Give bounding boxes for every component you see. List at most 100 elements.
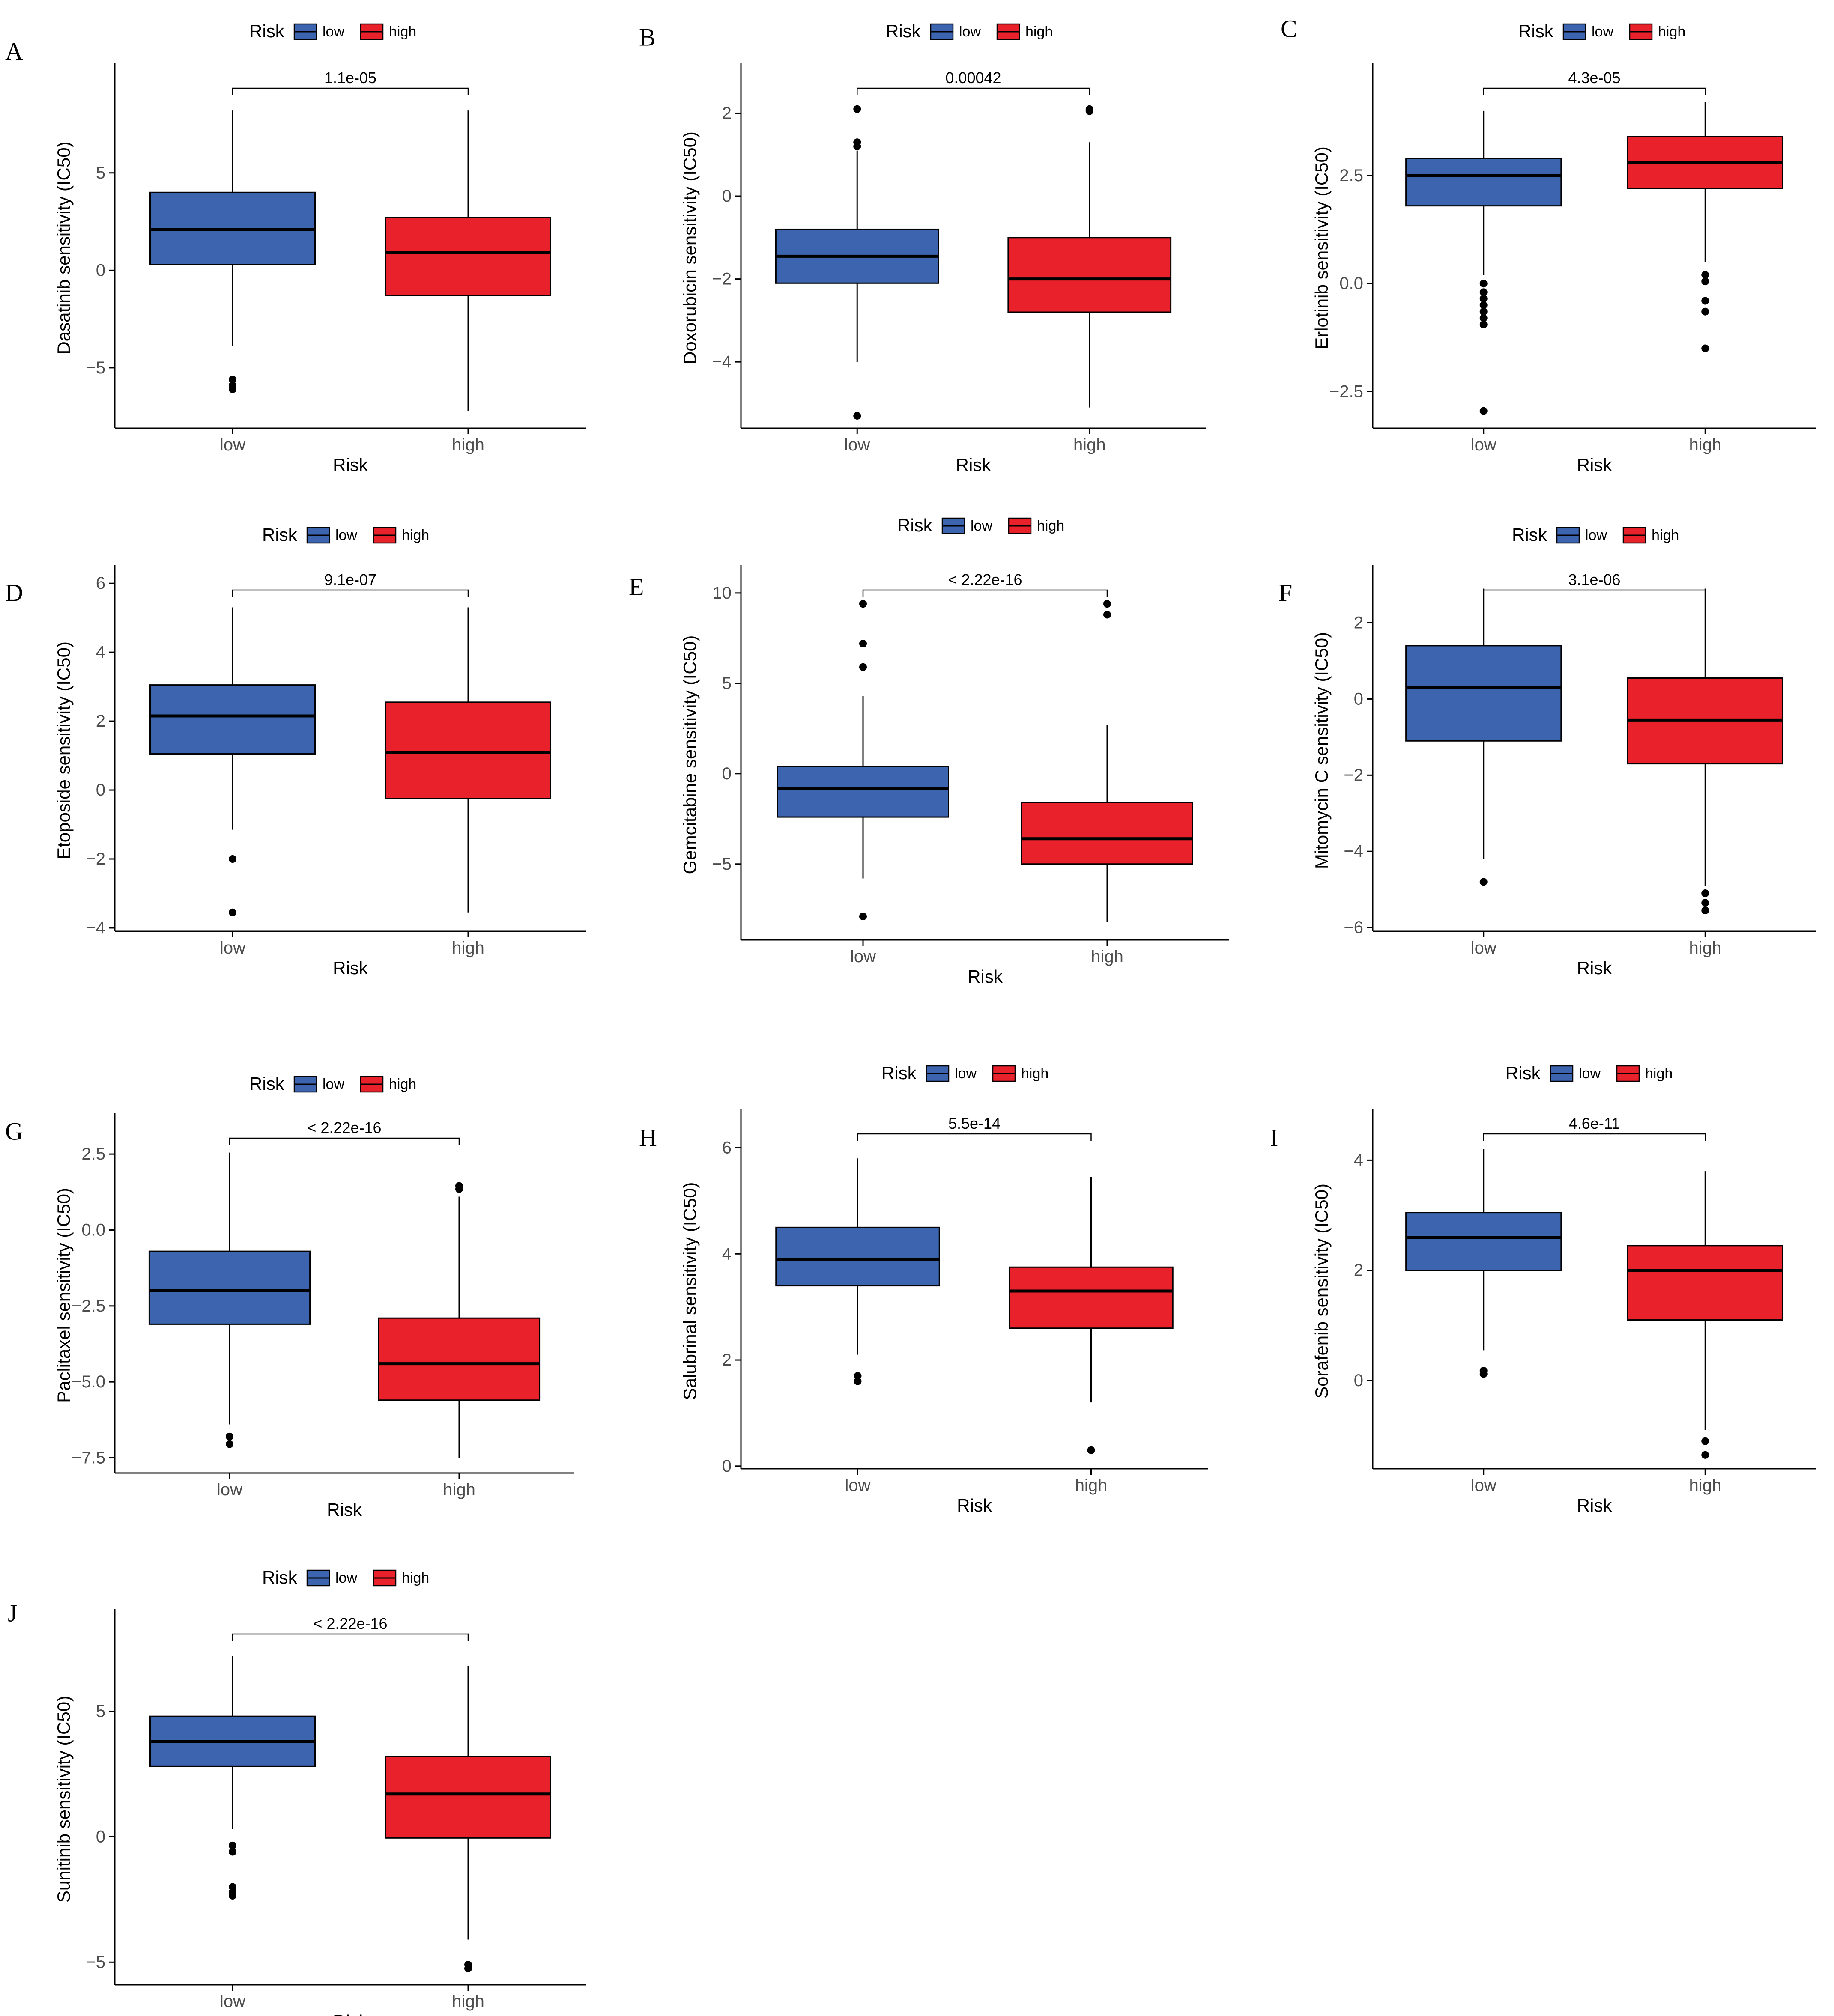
- panel-a: A Risk low high −5 0 5 low high Risk Dasatinib sen…: [5, 21, 586, 475]
- outlier-point: [1701, 1437, 1709, 1445]
- outlier-point: [853, 142, 861, 150]
- legend-label-high: high: [389, 1076, 416, 1092]
- legend-key-high: [996, 23, 1020, 40]
- significance-bracket: [1483, 87, 1706, 95]
- y-tick-label: 6: [722, 1139, 732, 1157]
- p-value-label: < 2.22e-16: [948, 571, 1022, 588]
- panel-d: D Risk low high −4 −2 0 2 4 6 low high Risk Etoposide…: [5, 525, 586, 978]
- y-tick-label: 2: [722, 104, 732, 122]
- outlier-point: [1701, 307, 1709, 316]
- outlier-point: [1085, 107, 1093, 115]
- outlier-point: [229, 908, 236, 916]
- y-tick-label: 0.0: [1339, 274, 1363, 293]
- y-axis-title: Sunitinib sensitivity (IC50): [54, 1696, 74, 1903]
- x-axis-title: Risk: [1577, 1495, 1613, 1515]
- outlier-point: [1479, 295, 1488, 303]
- legend-label-low: low: [971, 518, 992, 534]
- outlier-point: [1701, 889, 1709, 898]
- y-tick-label: −5: [86, 1953, 105, 1971]
- panel-f: F Risk low high −6 −4 −2 0 2 low high Risk Mitomycin…: [1278, 525, 1816, 978]
- x-axis-title: Risk: [956, 455, 992, 475]
- p-value-label: 0.00042: [945, 69, 1001, 86]
- legend-key-low: [1556, 527, 1580, 544]
- outlier-point: [464, 1964, 472, 1972]
- y-tick-label: −4: [1344, 842, 1363, 861]
- outlier-point: [1701, 271, 1709, 279]
- legend: Risk low high: [262, 525, 429, 545]
- box-low: [1405, 110, 1562, 415]
- legend-key-high: [992, 1065, 1016, 1082]
- x-tick-label-low: low: [217, 1480, 242, 1499]
- significance-bracket: [232, 589, 469, 597]
- x-tick-label-high: high: [1075, 1476, 1108, 1495]
- y-axis-title: Gemcitabine sensitivity (IC50): [680, 635, 700, 874]
- p-value-label: 3.1e-06: [1568, 571, 1620, 588]
- outlier-point: [229, 1841, 236, 1849]
- x-axis-title: Risk: [333, 958, 368, 978]
- legend-label-high: high: [1645, 1065, 1673, 1082]
- outlier-point: [226, 1440, 233, 1448]
- box-high: [1627, 102, 1783, 352]
- outlier-point: [1479, 1370, 1488, 1378]
- outlier-point: [854, 1377, 862, 1385]
- legend-key-high: [1622, 527, 1646, 544]
- y-tick-label: 0: [96, 781, 105, 799]
- y-tick-label: −5: [712, 855, 732, 874]
- legend-title: Risk: [886, 21, 921, 41]
- outlier-point: [1103, 611, 1111, 619]
- legend-label-low: low: [959, 24, 981, 40]
- x-tick-label-high: high: [1689, 1476, 1721, 1495]
- iqr-box: [385, 701, 551, 799]
- legend-title: Risk: [897, 515, 933, 535]
- y-axis-title: Erlotinib sensitivity (IC50): [1311, 146, 1332, 349]
- iqr-box: [1627, 1245, 1783, 1321]
- iqr-box: [1009, 1266, 1174, 1329]
- x-tick-label-high: high: [1091, 947, 1123, 966]
- y-tick-label: −2: [712, 270, 732, 289]
- significance-bracket: [857, 87, 1090, 95]
- iqr-box: [1405, 645, 1562, 742]
- y-axis-title: Doxorubicin sensitivity (IC50): [680, 131, 700, 364]
- x-tick-label-high: high: [452, 435, 484, 454]
- box-low: [149, 110, 316, 393]
- box-high: [1021, 600, 1193, 922]
- y-tick-label: 5: [96, 164, 105, 182]
- panel-c: C Risk low high −2.5 0.0 2.5 low high Risk Erlotin…: [1281, 15, 1816, 475]
- legend-label-high: high: [1021, 1065, 1048, 1082]
- x-tick-label-low: low: [220, 435, 245, 454]
- y-axis-title: Sorafenib sensitivity (IC50): [1311, 1184, 1332, 1399]
- panel-h: H Risk low high 0 2 4 6 low high Risk Salubrinal se…: [639, 1063, 1208, 1515]
- legend-label-high: high: [1658, 24, 1685, 40]
- x-axis-title: Risk: [333, 2011, 368, 2016]
- box-low: [149, 1656, 316, 1900]
- box-high: [378, 1182, 541, 1458]
- y-axis-title: Dasatinib sensitivity (IC50): [54, 141, 74, 354]
- y-tick-label: −4: [86, 919, 105, 937]
- legend-title: Risk: [262, 525, 298, 545]
- legend-title: Risk: [1505, 1063, 1541, 1083]
- legend-label-low: low: [323, 24, 344, 40]
- box-high: [385, 1666, 551, 1972]
- p-value-label: < 2.22e-16: [307, 1119, 381, 1136]
- panel-letter: H: [639, 1124, 657, 1152]
- y-tick-label: −5: [86, 358, 105, 377]
- legend-key-low: [1562, 23, 1586, 40]
- x-tick-label-low: low: [850, 947, 876, 966]
- x-tick-label-low: low: [845, 1476, 870, 1495]
- legend-label-high: high: [1025, 24, 1053, 40]
- outlier-point: [455, 1185, 463, 1193]
- outlier-point: [229, 855, 236, 863]
- panel-letter: A: [5, 38, 23, 66]
- y-tick-label: 2.5: [81, 1145, 105, 1163]
- outlier-point: [226, 1432, 233, 1440]
- legend-label-low: low: [335, 1570, 357, 1586]
- legend-key-high: [1008, 517, 1032, 534]
- legend-label-low: low: [1579, 1065, 1601, 1082]
- p-value-label: 4.6e-11: [1569, 1115, 1620, 1132]
- legend-label-low: low: [1592, 24, 1613, 40]
- box-low: [775, 1158, 940, 1385]
- legend-key-low: [293, 23, 317, 40]
- outlier-point: [229, 385, 236, 393]
- outlier-point: [1103, 600, 1111, 608]
- outlier-point: [229, 1892, 236, 1900]
